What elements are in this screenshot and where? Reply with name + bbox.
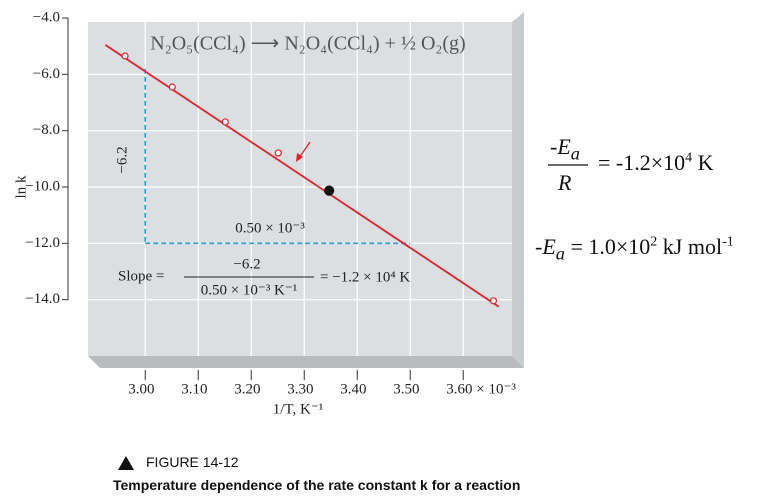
eq-text: R — [558, 170, 572, 195]
x-tick-label: 3.40 — [340, 381, 366, 397]
figure-caption: Temperature dependence of the rate const… — [113, 477, 521, 493]
figure-marker — [118, 456, 134, 470]
eq-text: -E — [550, 134, 571, 159]
slope-denominator: 0.50 × 10⁻³ K⁻¹ — [201, 282, 298, 298]
plot-background — [88, 22, 512, 356]
x-tick-label: 3.60 × 10⁻³ — [446, 381, 516, 397]
eq-sup: -1 — [722, 234, 734, 250]
data-point — [221, 118, 229, 126]
run-label: 0.50 × 10⁻³ — [235, 220, 305, 236]
arrow-head — [296, 153, 303, 162]
highlighted-point — [324, 185, 335, 196]
slope-numerator: −6.2 — [233, 256, 260, 272]
eq-sup: 4 — [685, 150, 693, 166]
x-tick-label: 3.50 — [393, 381, 419, 397]
eq-text: -E — [535, 234, 556, 259]
chart-title: N₂O₅(CCl₄) ⟶ N₂O₄(CCl₄) + ½ O₂(g) — [150, 33, 465, 55]
eq-sub: a — [555, 243, 565, 264]
eq-text: = -1.2×10 — [598, 150, 686, 175]
x-axis-label: 1/T, K⁻¹ — [273, 401, 323, 417]
eq-rhs: = -1.2×104 K — [598, 150, 714, 176]
figure-label: FIGURE 14-12 — [146, 454, 239, 470]
y-tick-label: −10.0 — [25, 178, 60, 194]
x-tick-label: 3.00 — [128, 381, 154, 397]
y-tick-label: −14.0 — [25, 291, 60, 307]
data-point — [274, 149, 282, 157]
y-axis-label: ln k — [13, 175, 29, 198]
y-tick-label: −8.0 — [33, 122, 60, 138]
arrow — [298, 141, 311, 159]
eq-sub: a — [570, 143, 580, 164]
x-tick-label: 3.10 — [181, 381, 207, 397]
eq-numerator: -Ea — [550, 134, 580, 164]
eq-denominator: R — [558, 170, 571, 196]
data-point — [489, 297, 498, 305]
y-tick-label: −6.0 — [33, 66, 60, 82]
eq-text: = 1.0×10 — [564, 234, 651, 259]
data-point — [168, 83, 176, 91]
plot-bottom — [88, 356, 524, 368]
data-point — [121, 52, 129, 60]
rise-label: −6.2 — [114, 146, 130, 173]
eq-text: K — [692, 150, 714, 175]
slope-result: = −1.2 × 10⁴ K — [320, 269, 410, 285]
eq-sup: 2 — [650, 234, 658, 250]
x-tick-label: 3.20 — [234, 381, 260, 397]
y-tick-label: −12.0 — [25, 235, 60, 251]
slope-prefix: Slope = — [118, 268, 164, 284]
eq-text: kJ mol — [657, 234, 723, 259]
marks — [104, 44, 500, 308]
x-tick-label: 3.30 — [287, 381, 313, 397]
eq-ea: -Ea = 1.0×102 kJ mol-1 — [535, 234, 734, 264]
y-tick-label: −4.0 — [33, 9, 60, 25]
